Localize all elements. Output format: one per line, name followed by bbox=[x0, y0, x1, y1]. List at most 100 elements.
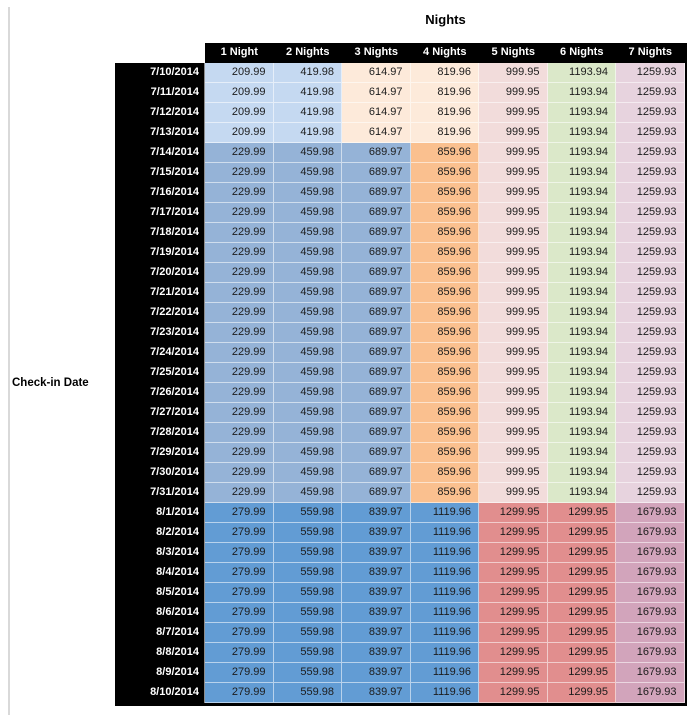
price-cell[interactable]: 859.96 bbox=[410, 463, 479, 483]
price-cell[interactable]: 999.95 bbox=[479, 383, 548, 403]
price-cell[interactable]: 1259.93 bbox=[616, 423, 685, 443]
price-cell[interactable]: 1679.93 bbox=[616, 623, 685, 643]
price-cell[interactable]: 1259.93 bbox=[616, 243, 685, 263]
price-cell[interactable]: 1193.94 bbox=[547, 63, 616, 83]
price-cell[interactable]: 1119.96 bbox=[410, 643, 479, 663]
price-cell[interactable]: 999.95 bbox=[479, 483, 548, 503]
price-cell[interactable]: 279.99 bbox=[205, 543, 274, 563]
price-cell[interactable]: 999.95 bbox=[479, 363, 548, 383]
price-cell[interactable]: 1299.95 bbox=[479, 643, 548, 663]
price-cell[interactable]: 1193.94 bbox=[547, 123, 616, 143]
price-cell[interactable]: 859.96 bbox=[410, 143, 479, 163]
price-cell[interactable]: 999.95 bbox=[479, 123, 548, 143]
price-cell[interactable]: 559.98 bbox=[273, 643, 342, 663]
price-cell[interactable]: 1259.93 bbox=[616, 263, 685, 283]
row-header-date[interactable]: 7/28/2014 bbox=[115, 423, 205, 443]
price-cell[interactable]: 999.95 bbox=[479, 143, 548, 163]
price-cell[interactable]: 1193.94 bbox=[547, 203, 616, 223]
price-cell[interactable]: 279.99 bbox=[205, 623, 274, 643]
price-cell[interactable]: 1299.95 bbox=[547, 563, 616, 583]
price-cell[interactable]: 1193.94 bbox=[547, 263, 616, 283]
price-cell[interactable]: 689.97 bbox=[342, 283, 411, 303]
price-cell[interactable]: 1259.93 bbox=[616, 63, 685, 83]
price-cell[interactable]: 1193.94 bbox=[547, 183, 616, 203]
price-cell[interactable]: 1299.95 bbox=[479, 583, 548, 603]
price-cell[interactable]: 859.96 bbox=[410, 403, 479, 423]
price-cell[interactable]: 839.97 bbox=[342, 683, 411, 703]
row-header-date[interactable]: 7/23/2014 bbox=[115, 323, 205, 343]
price-cell[interactable]: 1119.96 bbox=[410, 523, 479, 543]
price-cell[interactable]: 1119.96 bbox=[410, 503, 479, 523]
price-cell[interactable]: 419.98 bbox=[273, 123, 342, 143]
price-cell[interactable]: 689.97 bbox=[342, 423, 411, 443]
price-cell[interactable]: 819.96 bbox=[410, 103, 479, 123]
row-header-date[interactable]: 8/4/2014 bbox=[115, 563, 205, 583]
row-header-date[interactable]: 8/5/2014 bbox=[115, 583, 205, 603]
price-cell[interactable]: 1299.95 bbox=[547, 643, 616, 663]
price-cell[interactable]: 1299.95 bbox=[479, 603, 548, 623]
price-cell[interactable]: 999.95 bbox=[479, 103, 548, 123]
row-header-date[interactable]: 7/16/2014 bbox=[115, 183, 205, 203]
price-cell[interactable]: 1193.94 bbox=[547, 363, 616, 383]
price-cell[interactable]: 1299.95 bbox=[479, 503, 548, 523]
price-cell[interactable]: 1299.95 bbox=[547, 663, 616, 683]
row-header-date[interactable]: 8/10/2014 bbox=[115, 683, 205, 703]
price-cell[interactable]: 999.95 bbox=[479, 443, 548, 463]
price-cell[interactable]: 229.99 bbox=[205, 323, 274, 343]
price-cell[interactable]: 1259.93 bbox=[616, 363, 685, 383]
row-header-date[interactable]: 8/2/2014 bbox=[115, 523, 205, 543]
price-cell[interactable]: 229.99 bbox=[205, 483, 274, 503]
price-cell[interactable]: 559.98 bbox=[273, 563, 342, 583]
price-cell[interactable]: 279.99 bbox=[205, 523, 274, 543]
price-cell[interactable]: 999.95 bbox=[479, 203, 548, 223]
price-cell[interactable]: 859.96 bbox=[410, 423, 479, 443]
column-header-7-nights[interactable]: 7 Nights bbox=[616, 43, 685, 63]
price-cell[interactable]: 689.97 bbox=[342, 443, 411, 463]
price-cell[interactable]: 859.96 bbox=[410, 483, 479, 503]
price-cell[interactable]: 859.96 bbox=[410, 383, 479, 403]
price-cell[interactable]: 1193.94 bbox=[547, 323, 616, 343]
price-cell[interactable]: 459.98 bbox=[273, 423, 342, 443]
price-cell[interactable]: 819.96 bbox=[410, 63, 479, 83]
price-cell[interactable]: 689.97 bbox=[342, 243, 411, 263]
price-cell[interactable]: 1679.93 bbox=[616, 643, 685, 663]
price-cell[interactable]: 689.97 bbox=[342, 483, 411, 503]
price-cell[interactable]: 459.98 bbox=[273, 203, 342, 223]
row-header-date[interactable]: 7/10/2014 bbox=[115, 63, 205, 83]
row-header-date[interactable]: 7/29/2014 bbox=[115, 443, 205, 463]
price-cell[interactable]: 689.97 bbox=[342, 143, 411, 163]
price-cell[interactable]: 1259.93 bbox=[616, 283, 685, 303]
price-cell[interactable]: 999.95 bbox=[479, 303, 548, 323]
price-cell[interactable]: 1193.94 bbox=[547, 83, 616, 103]
price-cell[interactable]: 839.97 bbox=[342, 543, 411, 563]
price-cell[interactable]: 859.96 bbox=[410, 163, 479, 183]
price-cell[interactable]: 999.95 bbox=[479, 263, 548, 283]
price-cell[interactable]: 459.98 bbox=[273, 143, 342, 163]
price-cell[interactable]: 229.99 bbox=[205, 143, 274, 163]
price-cell[interactable]: 689.97 bbox=[342, 363, 411, 383]
price-cell[interactable]: 229.99 bbox=[205, 243, 274, 263]
price-cell[interactable]: 459.98 bbox=[273, 223, 342, 243]
price-cell[interactable]: 279.99 bbox=[205, 563, 274, 583]
price-cell[interactable]: 559.98 bbox=[273, 583, 342, 603]
price-cell[interactable]: 1193.94 bbox=[547, 163, 616, 183]
price-cell[interactable]: 229.99 bbox=[205, 423, 274, 443]
price-cell[interactable]: 689.97 bbox=[342, 403, 411, 423]
price-cell[interactable]: 229.99 bbox=[205, 443, 274, 463]
row-header-date[interactable]: 8/1/2014 bbox=[115, 503, 205, 523]
price-cell[interactable]: 459.98 bbox=[273, 443, 342, 463]
price-cell[interactable]: 1679.93 bbox=[616, 563, 685, 583]
price-cell[interactable]: 1193.94 bbox=[547, 223, 616, 243]
price-cell[interactable]: 279.99 bbox=[205, 503, 274, 523]
row-header-date[interactable]: 7/13/2014 bbox=[115, 123, 205, 143]
price-cell[interactable]: 1193.94 bbox=[547, 283, 616, 303]
price-cell[interactable]: 459.98 bbox=[273, 323, 342, 343]
price-cell[interactable]: 279.99 bbox=[205, 603, 274, 623]
price-cell[interactable]: 999.95 bbox=[479, 83, 548, 103]
price-cell[interactable]: 1679.93 bbox=[616, 543, 685, 563]
price-cell[interactable]: 859.96 bbox=[410, 243, 479, 263]
price-cell[interactable]: 1193.94 bbox=[547, 423, 616, 443]
price-cell[interactable]: 859.96 bbox=[410, 363, 479, 383]
price-cell[interactable]: 1119.96 bbox=[410, 583, 479, 603]
price-cell[interactable]: 1119.96 bbox=[410, 683, 479, 703]
